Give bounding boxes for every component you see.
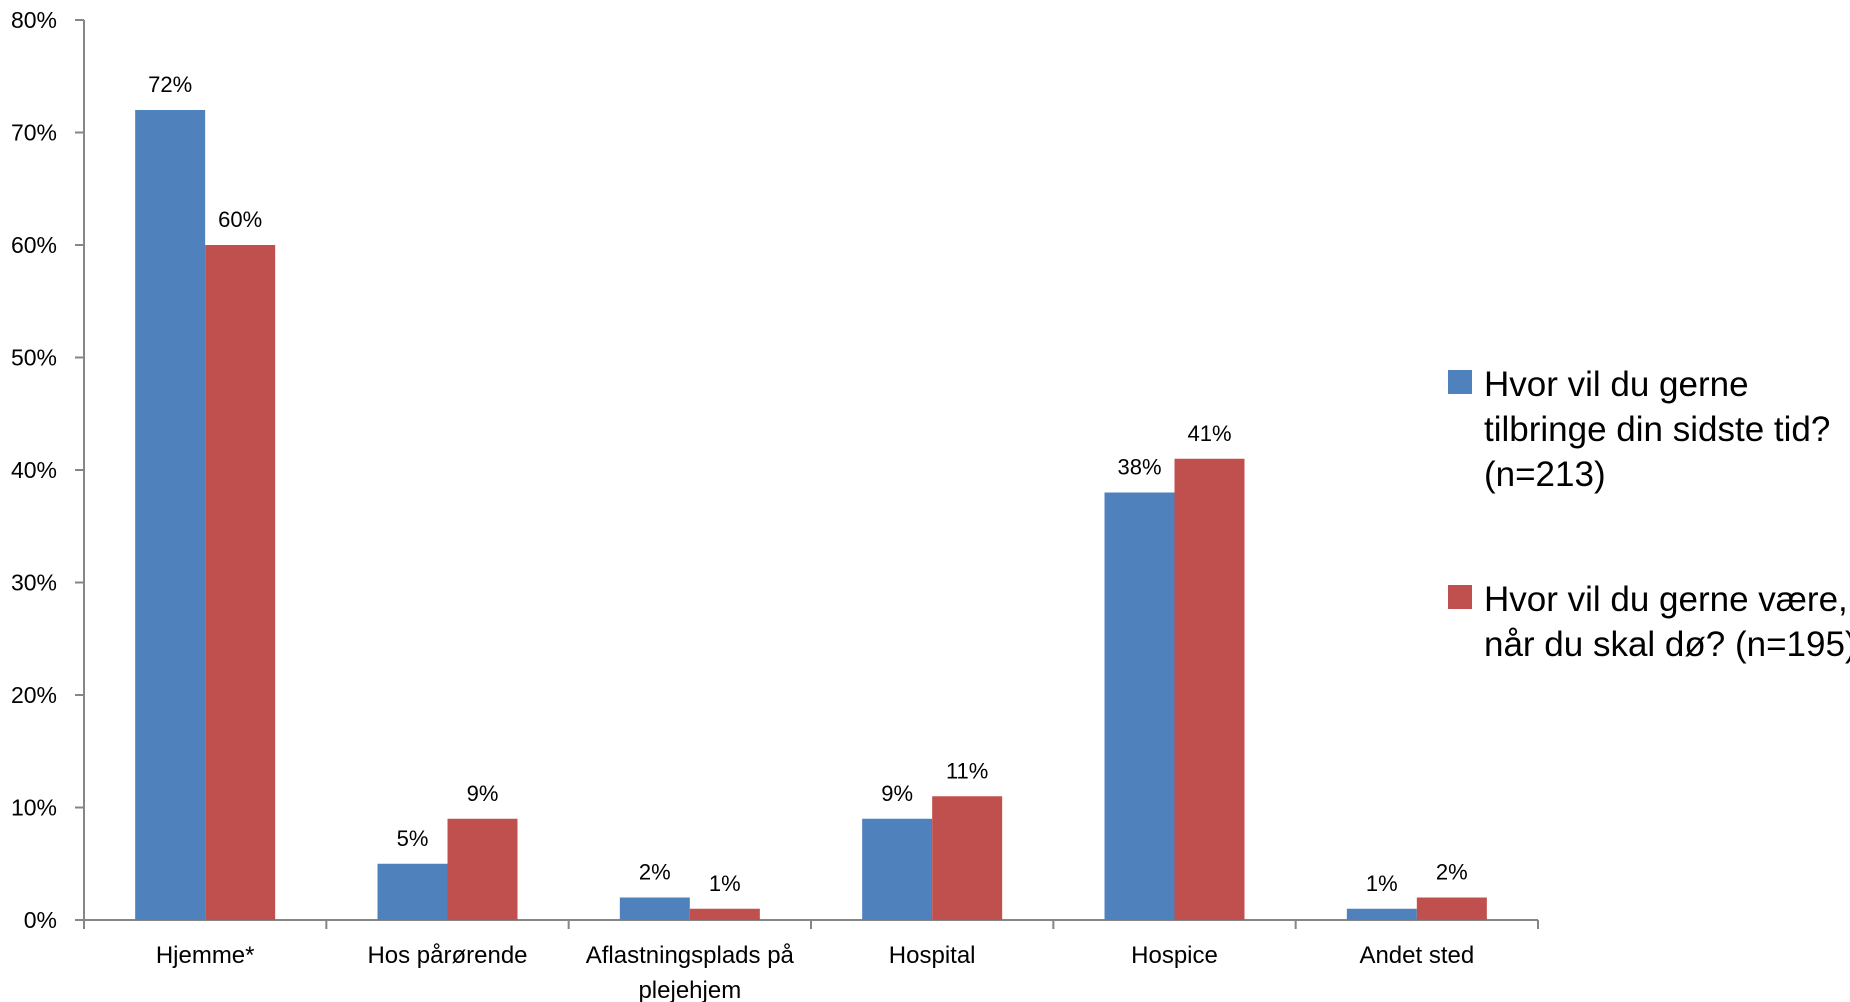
bar-series-2: [689, 908, 760, 920]
bar-series-2: [932, 796, 1003, 920]
x-category-label: Andet sted: [1359, 942, 1474, 969]
data-label: 2%: [639, 860, 671, 885]
bar-series-1: [377, 863, 448, 920]
legend-swatch-series-1: [1448, 370, 1472, 394]
y-tick-label: 50%: [11, 345, 57, 371]
y-tick-label: 60%: [11, 232, 57, 258]
data-labels: 72% 5% 2% 9% 38% 1% 60% 9% 1% 11% 41% 2%: [148, 72, 1468, 896]
bar-series-1: [135, 110, 206, 920]
data-label: 2%: [1436, 860, 1468, 885]
x-axis: Hjemme* Hos pårørende Aflastningsplads på p…: [83, 919, 1539, 1002]
y-tick-label: 80%: [11, 7, 57, 33]
x-category-label: Aflastningsplads på plejehjem: [586, 942, 795, 1002]
x-category-label: Hos pårørende: [367, 942, 527, 969]
legend: Hvor vil du gerne tilbringe din sidste ti…: [1448, 365, 1850, 664]
bar-series-1: [862, 818, 933, 920]
data-label: 38%: [1117, 455, 1161, 480]
legend-label-series-1: Hvor vil du gerne tilbringe din sidste ti…: [1484, 365, 1830, 494]
bar-series-2: [447, 818, 518, 920]
legend-swatch-series-2: [1448, 585, 1472, 609]
bar-series-2: [1416, 897, 1487, 920]
y-tick-label: 30%: [11, 570, 57, 596]
y-tick-label: 40%: [11, 457, 57, 483]
bar-series-1: [619, 897, 690, 920]
bar-series-1: [1104, 492, 1175, 920]
data-label: 1%: [1366, 871, 1398, 896]
data-label: 1%: [709, 871, 741, 896]
data-label: 9%: [881, 781, 913, 806]
y-axis: 0% 10% 20% 30% 40% 50% 60% 70% 80%: [11, 7, 85, 933]
y-tick-label: 10%: [11, 795, 57, 821]
bar-series-1: [1346, 908, 1417, 920]
data-label: 9%: [467, 781, 499, 806]
bar-series-2: [205, 245, 276, 920]
legend-label-series-2: Hvor vil du gerne være, når du skal dø? (…: [1484, 580, 1850, 664]
data-label: 5%: [397, 826, 429, 851]
bar-series-2: [1174, 458, 1245, 920]
y-tick-label: 0%: [24, 907, 57, 933]
data-label: 41%: [1187, 421, 1231, 446]
data-label: 60%: [218, 207, 262, 232]
y-tick-label: 70%: [11, 120, 57, 146]
data-label: 11%: [946, 758, 988, 783]
x-category-label: Hospice: [1131, 942, 1218, 969]
x-category-label: Hospital: [889, 942, 976, 969]
bars: [135, 110, 1487, 920]
x-category-label: Hjemme*: [156, 942, 255, 969]
y-tick-label: 20%: [11, 682, 57, 708]
data-label: 72%: [148, 72, 192, 97]
